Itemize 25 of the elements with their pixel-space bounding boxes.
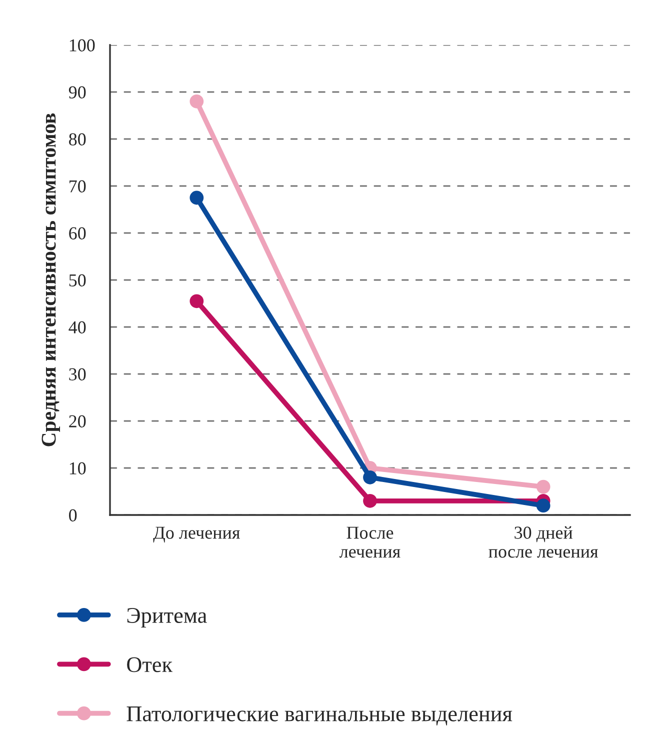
x-tick-label: До лечения: [153, 526, 240, 542]
y-tick-label: 70: [70, 180, 86, 192]
point: [190, 94, 204, 108]
point: [363, 494, 377, 508]
y-tick-label: 60: [69, 227, 86, 240]
y-tick-label: 50: [69, 274, 86, 286]
y-tick-label: 20: [69, 415, 86, 428]
y-tick-label: 10: [70, 462, 86, 474]
x-tick-label: 30 дней после лечения: [488, 526, 598, 558]
x-tick-label: После лечения: [340, 526, 400, 558]
y-tick-label: 40: [68, 321, 86, 334]
y-axis-title: Средняя интенсивность симптомов: [42, 113, 60, 446]
legend-label: Эритема: [127, 608, 207, 628]
point: [536, 498, 550, 513]
point: [536, 480, 550, 494]
y-tick-label: 90: [68, 86, 86, 98]
y-tick-label: 0: [69, 509, 77, 522]
legend-label: Отек: [127, 657, 173, 672]
point: [363, 470, 377, 484]
y-tick-label: 100: [70, 39, 95, 52]
point: [190, 294, 204, 308]
y-tick-label: 30: [69, 368, 86, 380]
y-tick-label: 80: [69, 133, 86, 146]
legend-label: Патологические вагинальные выделения: [126, 706, 512, 726]
point: [190, 190, 204, 205]
